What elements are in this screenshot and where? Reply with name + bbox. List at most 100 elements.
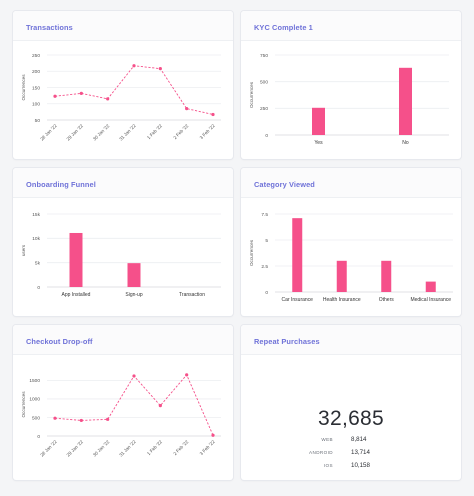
- x-tick-label: Transaction: [179, 292, 205, 298]
- bar: [127, 263, 141, 287]
- x-tick-label: 1 Feb '22: [146, 439, 163, 456]
- card-title: KYC Complete 1: [254, 23, 313, 32]
- bar: [399, 67, 412, 135]
- data-point: [185, 373, 189, 377]
- y-tick-label: 0: [37, 434, 40, 440]
- repeat-total-value: 32,685: [317, 407, 385, 430]
- x-tick-label: 29 Jan '22: [66, 439, 85, 458]
- x-tick-label: Medical Insurance: [410, 297, 451, 303]
- data-point: [79, 418, 83, 423]
- data-point: [211, 112, 215, 117]
- data-point: [158, 67, 162, 71]
- kyc-chart: 0 250 500 750 Occurrences Yes No: [249, 53, 449, 146]
- bar: [312, 107, 325, 135]
- kpi-value: 10,158: [351, 462, 370, 469]
- onboarding-chart: 0 5k 10k 15k users App Installed Sign-up Transa…: [21, 212, 221, 298]
- y-axis-label: Occurrences: [21, 391, 26, 418]
- bar: [336, 260, 347, 292]
- x-tick-label: 30 Jan '22: [92, 123, 111, 142]
- bar: [292, 218, 303, 292]
- series-line: [54, 65, 214, 115]
- data-point: [53, 416, 57, 420]
- x-tick-label: Yes: [314, 140, 323, 146]
- checkout-chart: 0 500 1000 1500 Occurrences 28 Jan '22 29 Jan …: [21, 373, 221, 458]
- x-tick-label: 3 Feb '22: [199, 439, 216, 456]
- y-tick-label: 100: [32, 102, 40, 108]
- x-tick-label: No: [402, 140, 409, 146]
- card-title: Onboarding Funnel: [26, 180, 96, 189]
- x-tick-label: 1 Feb '22: [146, 123, 163, 140]
- chart-area: 0 500 1000 1500 Occurrences 28 Jan '22 29 Jan …: [13, 355, 233, 480]
- x-tick-label: App Installed: [62, 292, 91, 298]
- x-tick-label: 31 Jan '22: [118, 123, 137, 142]
- y-tick-label: 0: [37, 285, 40, 291]
- kpi-value: 8,814: [351, 436, 367, 443]
- y-tick-label: 500: [260, 79, 268, 85]
- y-tick-label: 200: [32, 69, 40, 75]
- category-chart: 0 2.5 5 7.5 Occurrences Car Insurance Health I…: [249, 212, 453, 303]
- series-line: [54, 374, 214, 436]
- y-axis-label: Occurrences: [249, 81, 254, 108]
- y-tick-label: 250: [32, 53, 40, 59]
- transactions-chart: 50 100 150 200 250 Occurrences 28 Jan '22 29 Ja…: [21, 53, 221, 142]
- bar: [69, 232, 83, 287]
- y-axis-label: Occurrences: [249, 239, 254, 266]
- y-tick-label: 0: [265, 290, 268, 296]
- card-title: Transactions: [26, 23, 73, 32]
- bar: [381, 260, 392, 292]
- chart-area: 50 100 150 200 250 Occurrences 28 Jan '22 29 Ja…: [13, 41, 233, 159]
- y-tick-label: 150: [32, 85, 40, 91]
- x-tick-label: Car Insurance: [282, 297, 314, 303]
- data-point: [211, 433, 215, 437]
- y-tick-label: 10k: [32, 236, 40, 242]
- data-point: [132, 64, 136, 68]
- x-tick-label: 2 Feb '22: [172, 123, 189, 140]
- y-tick-label: 1500: [29, 378, 40, 384]
- chart-area: 0 250 500 750 Occurrences Yes No: [241, 41, 461, 159]
- x-tick-label: 28 Jan '22: [39, 439, 58, 458]
- y-axis-label: users: [21, 244, 26, 256]
- bar: [425, 281, 436, 292]
- chart-area: 0 5k 10k 15k users App Installed Sign-up Transa…: [13, 198, 233, 316]
- x-tick-label: 28 Jan '22: [39, 123, 58, 142]
- y-tick-label: 2.5: [261, 264, 268, 270]
- transactions-card: Transactions 50 100 150 200 250 Occurrences 28…: [13, 11, 233, 159]
- card-header: Checkout Drop-off: [13, 325, 233, 355]
- category-card: Category Viewed 0 2.5 5 7.5 Occurrences Car I…: [241, 168, 461, 316]
- card-title: Checkout Drop-off: [26, 337, 93, 346]
- y-tick-label: 500: [32, 415, 40, 421]
- kyc-card: KYC Complete 1 0 250 500 750 Occurrences Yes N…: [241, 11, 461, 159]
- x-tick-label: 29 Jan '22: [66, 123, 85, 142]
- card-title: Repeat Purchases: [254, 337, 320, 346]
- card-header: Category Viewed: [241, 168, 461, 198]
- card-title: Category Viewed: [254, 180, 315, 189]
- kpi-key: WEB: [321, 437, 333, 442]
- x-tick-label: 3 Feb '22: [199, 123, 216, 140]
- y-tick-label: 50: [35, 118, 41, 124]
- data-point: [79, 91, 83, 95]
- kpi-value: 13,714: [351, 449, 370, 456]
- y-tick-label: 0: [265, 133, 268, 139]
- x-tick-label: 30 Jan '22: [92, 439, 111, 458]
- card-header: Onboarding Funnel: [13, 168, 233, 198]
- kpi-area: 32,685 WEB 8,814 ANDROID 13,714 IOS 10,1…: [241, 355, 461, 480]
- y-tick-label: 250: [260, 106, 268, 112]
- data-point: [106, 97, 110, 101]
- kpi-key: ANDROID: [309, 450, 333, 455]
- kpi-key: IOS: [323, 463, 333, 468]
- x-tick-label: 31 Jan '22: [118, 439, 137, 458]
- data-point: [53, 94, 57, 98]
- data-point: [185, 107, 189, 111]
- repeat-purchases-card: Repeat Purchases 32,685 WEB 8,814 ANDROI…: [241, 325, 461, 480]
- y-tick-label: 15k: [32, 212, 40, 218]
- x-tick-label: Health Insurance: [323, 297, 361, 303]
- x-tick-label: Sign-up: [125, 292, 142, 298]
- x-tick-label: 2 Feb '22: [172, 439, 189, 456]
- y-tick-label: 750: [260, 53, 268, 59]
- y-axis-label: Occurrences: [21, 74, 26, 101]
- card-header: KYC Complete 1: [241, 11, 461, 41]
- checkout-card: Checkout Drop-off 0 500 1000 1500 Occurrence…: [13, 325, 233, 480]
- card-header: Repeat Purchases: [241, 325, 461, 355]
- data-point: [158, 404, 162, 408]
- card-header: Transactions: [13, 11, 233, 41]
